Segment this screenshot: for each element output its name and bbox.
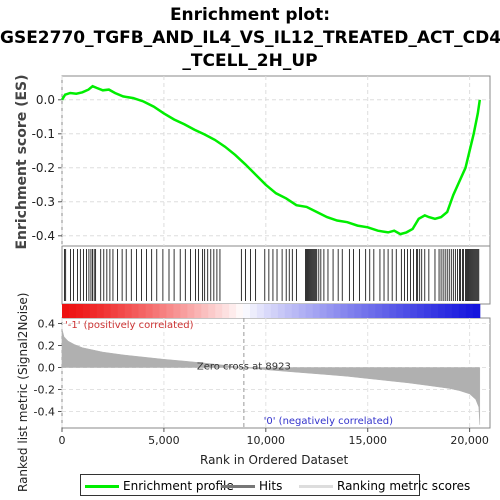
heat-band <box>208 304 216 318</box>
heat-band <box>243 304 251 318</box>
heat-band <box>62 304 70 318</box>
x-axis-label: Rank in Ordered Dataset <box>200 453 349 467</box>
x-tick-label: 20,000 <box>450 434 489 447</box>
heat-band <box>124 304 133 318</box>
es-panel-frame <box>61 75 491 247</box>
chart-title-line-2: GSE2770_TGFB_AND_IL4_VS_IL12_TREATED_ACT… <box>0 28 500 48</box>
heat-band <box>389 304 397 318</box>
heat-band <box>284 304 293 318</box>
ranking-metric-area <box>61 328 481 425</box>
x-tick-label: 15,000 <box>348 434 387 447</box>
heat-band <box>444 304 453 318</box>
heat-band <box>145 304 154 318</box>
heat-band <box>173 304 181 318</box>
heat-band <box>110 304 119 318</box>
heat-band <box>96 304 105 318</box>
heat-band <box>89 304 98 318</box>
hits-panel-frame <box>61 245 491 305</box>
heat-band <box>312 304 321 318</box>
heat-band <box>270 304 279 318</box>
chart-title-line-1: Enrichment plot: <box>169 5 331 25</box>
heat-band <box>194 304 202 318</box>
heat-band <box>319 304 328 318</box>
zero-cross-label: Zero cross at 8923 <box>197 362 291 373</box>
legend-swatch-metric <box>299 485 333 488</box>
heat-band <box>298 304 307 318</box>
heat-band <box>361 304 369 318</box>
heat-band <box>180 304 188 318</box>
heat-band <box>187 304 195 318</box>
x-tick-label: 0 <box>59 434 66 447</box>
heat-band <box>375 304 383 318</box>
negative-correlation-label: '0' (negatively correlated) <box>264 416 393 427</box>
heat-band <box>215 304 223 318</box>
metric-tick-label: -0.4 <box>34 406 55 419</box>
heat-band <box>354 304 362 318</box>
legend-label-enrichment: Enrichment profile <box>123 479 234 493</box>
heat-band <box>236 304 244 318</box>
heat-band <box>458 304 467 318</box>
legend-item-metric: Ranking metric scores <box>299 479 470 493</box>
heat-band <box>424 304 432 318</box>
legend-item-enrichment: Enrichment profile <box>85 479 234 493</box>
legend-label-hits: Hits <box>259 479 283 493</box>
x-tick-label: 5,000 <box>148 434 180 447</box>
legend-swatch-hits <box>221 485 255 488</box>
heat-band <box>277 304 286 318</box>
heat-band <box>256 304 265 318</box>
legend-swatch-enrichment <box>85 485 119 488</box>
heat-band <box>382 304 390 318</box>
heat-band <box>347 304 355 318</box>
legend: Enrichment profile Hits Ranking metric s… <box>80 474 470 496</box>
heat-band <box>326 304 335 318</box>
heat-band <box>250 304 258 318</box>
metric-tick-label: -0.2 <box>34 384 55 397</box>
metric-tick-label: 0.4 <box>38 318 56 331</box>
heat-band <box>472 304 481 318</box>
heat-band <box>82 304 91 318</box>
es-tick-label: 0.0 <box>36 93 55 107</box>
positive-correlation-label: '-1' (positively correlated) <box>65 320 194 331</box>
heat-band <box>138 304 147 318</box>
heat-band <box>396 304 404 318</box>
heat-band <box>333 304 342 318</box>
enrichment-profile-line <box>60 84 482 236</box>
heat-band <box>166 304 174 318</box>
metric-axis-label: Ranked list metric (Signal2Noise) <box>16 292 30 492</box>
x-tick-label: 10,000 <box>247 434 286 447</box>
heat-band <box>131 304 140 318</box>
metric-tick-label: 0.0 <box>38 362 56 375</box>
es-axis-label: Enrichment score (ES) <box>14 74 30 250</box>
heat-band <box>75 304 84 318</box>
heat-band <box>152 304 160 318</box>
es-tick-label: -0.3 <box>32 195 55 209</box>
heat-band <box>403 304 411 318</box>
heat-band <box>103 304 112 318</box>
heat-band <box>263 304 272 318</box>
heat-band <box>451 304 460 318</box>
heat-band <box>117 304 126 318</box>
heat-band <box>465 304 474 318</box>
chart-title-line-3: _TCELL_2H_UP <box>182 51 318 71</box>
heat-band <box>68 304 77 318</box>
heat-band <box>410 304 418 318</box>
heat-band <box>340 304 349 318</box>
heat-band <box>417 304 425 318</box>
legend-item-hits: Hits <box>221 479 282 493</box>
heat-band <box>291 304 300 318</box>
heat-band <box>305 304 314 318</box>
heat-band <box>229 304 237 318</box>
metric-tick-label: 0.2 <box>38 340 56 353</box>
es-tick-label: -0.4 <box>32 229 55 243</box>
heat-band <box>222 304 230 318</box>
es-tick-label: -0.1 <box>32 127 55 141</box>
heat-band <box>431 304 439 318</box>
heat-band <box>159 304 167 318</box>
heat-band <box>368 304 376 318</box>
legend-label-metric: Ranking metric scores <box>337 479 471 493</box>
es-tick-label: -0.2 <box>32 161 55 175</box>
heat-band <box>201 304 209 318</box>
heat-band <box>438 304 446 318</box>
